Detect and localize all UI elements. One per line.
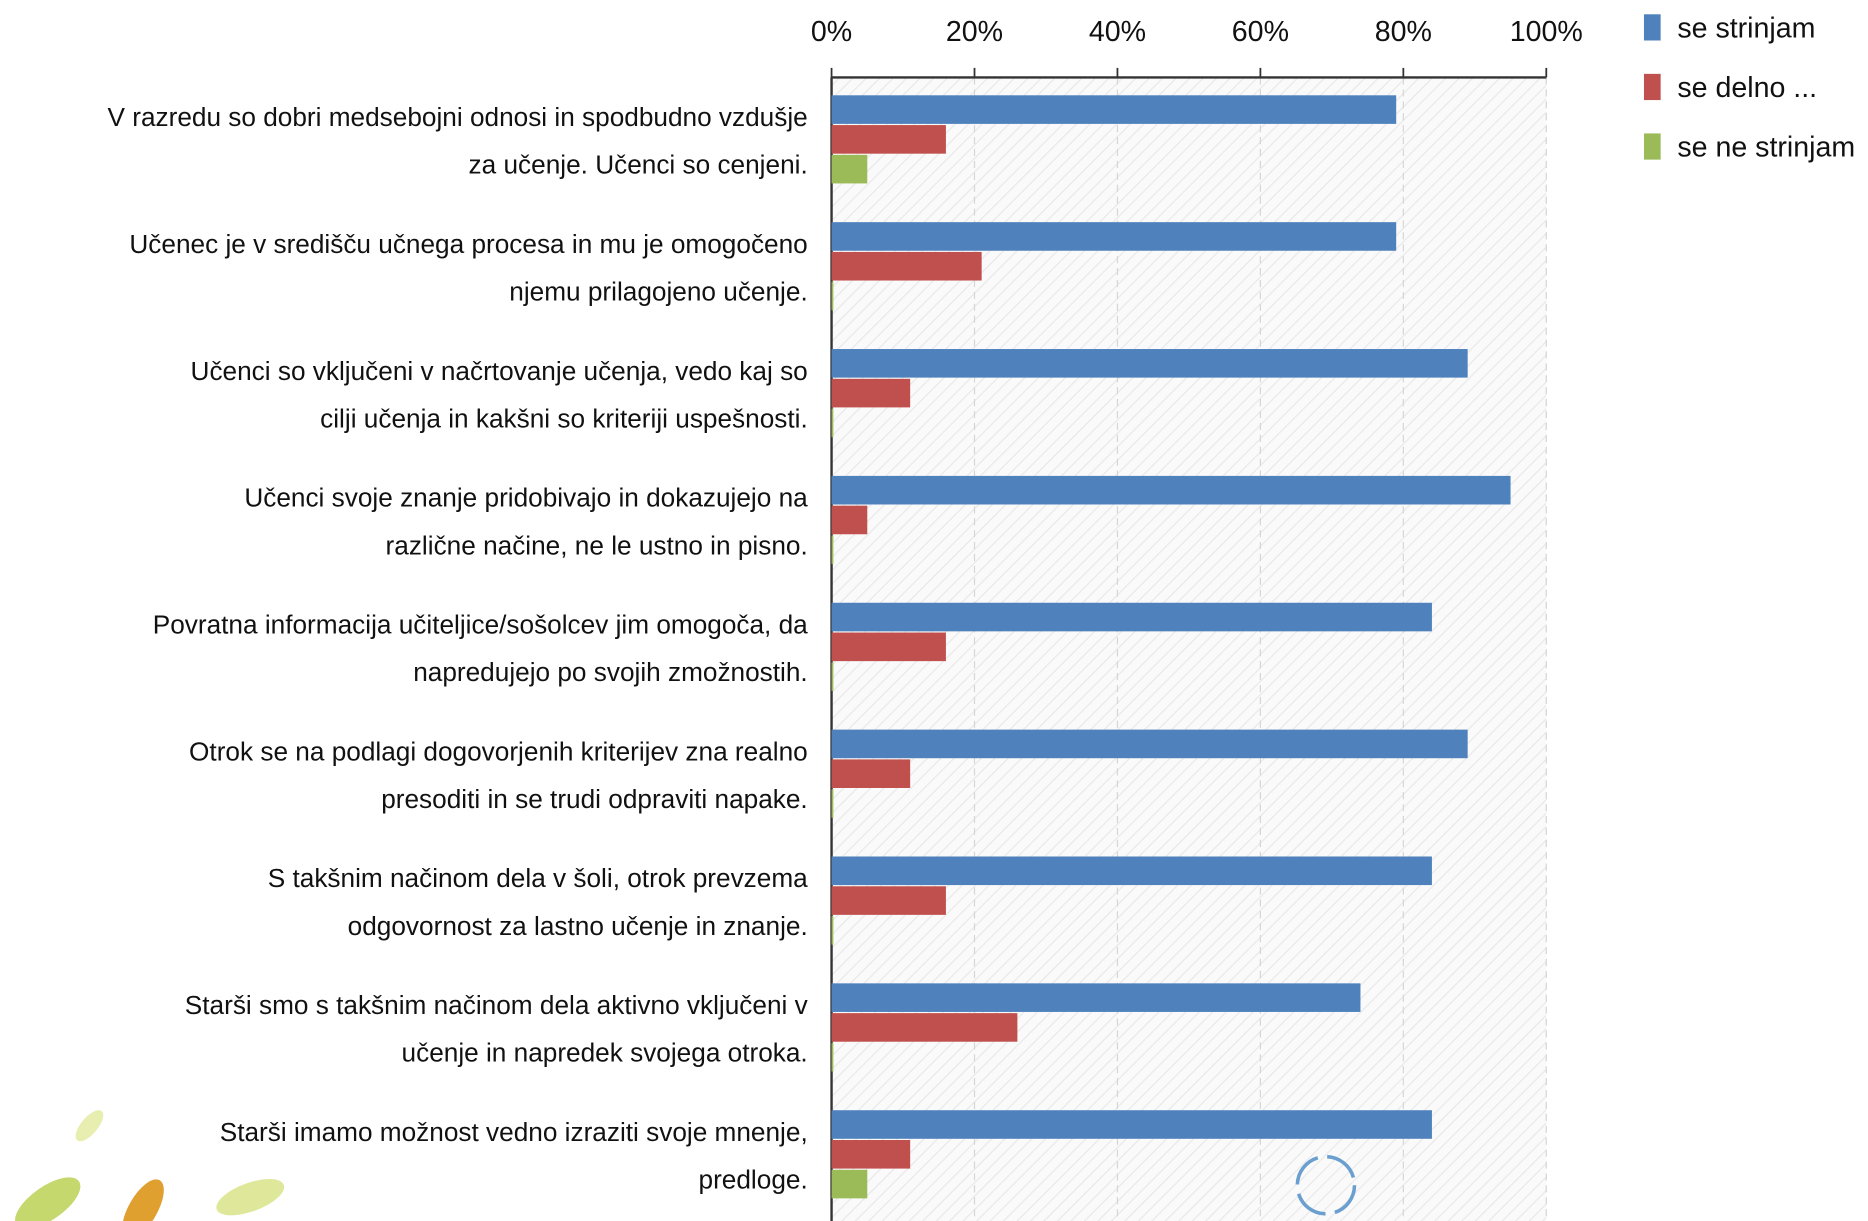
bar — [832, 730, 1468, 759]
legend-swatch — [1644, 74, 1661, 100]
bar — [832, 155, 868, 184]
bar — [832, 95, 1397, 124]
bar — [832, 476, 1511, 505]
bar — [832, 506, 868, 535]
y-tick-label: presoditi in se trudi odpraviti napake. — [381, 784, 808, 814]
y-tick-label: njemu prilagojeno učenje. — [509, 277, 807, 307]
y-tick-label: Starši smo s takšnim načinom dela aktivn… — [185, 990, 808, 1020]
bar — [832, 789, 834, 818]
legend-swatch — [1644, 14, 1661, 40]
legend-label: se delno ... — [1677, 72, 1817, 104]
x-tick-label: 80% — [1375, 16, 1432, 48]
bar — [832, 1043, 834, 1072]
legend-swatch — [1644, 133, 1661, 159]
y-tick-label: Povratna informacija učiteljice/sošolcev… — [153, 610, 808, 640]
bar — [832, 759, 911, 788]
bar — [832, 603, 1432, 632]
legend-label: se ne strinjam — [1677, 131, 1855, 163]
y-tick-label: za učenje. Učenci so cenjeni. — [469, 150, 808, 180]
bar — [832, 916, 834, 945]
bar — [832, 222, 1397, 251]
bar — [832, 856, 1432, 885]
bar — [832, 1110, 1432, 1139]
bar — [832, 1140, 911, 1169]
bar — [832, 125, 946, 154]
bar — [832, 1013, 1018, 1042]
y-tick-label: učenje in napredek svojega otroka. — [402, 1038, 808, 1068]
x-tick-label: 60% — [1232, 16, 1289, 48]
y-tick-label: S takšnim načinom dela v šoli, otrok pre… — [268, 863, 808, 893]
y-tick-label: Otrok se na podlagi dogovorjenih kriteri… — [189, 736, 808, 766]
bar — [832, 282, 834, 311]
bar — [832, 252, 982, 281]
y-tick-label: Učenec je v središču učnega procesa in m… — [129, 229, 807, 259]
y-tick-label: Starši imamo možnost vedno izraziti svoj… — [220, 1117, 808, 1147]
x-tick-label: 20% — [946, 16, 1003, 48]
bar — [832, 379, 911, 408]
x-tick-label: 0% — [811, 16, 852, 48]
bar — [832, 1170, 868, 1199]
x-tick-label: 100% — [1510, 16, 1583, 48]
bar — [832, 886, 946, 915]
y-tick-label: V razredu so dobri medsebojni odnosi in … — [107, 102, 807, 132]
bar — [832, 409, 834, 438]
chart: 0% 20% 40% 60% 80% 100% V razredu so dobri med… — [0, 0, 1868, 1221]
bar — [832, 633, 946, 662]
page: {"chart_data": {"type": "bar", "orientat… — [0, 0, 1868, 1221]
bar — [832, 662, 834, 691]
y-tick-label: predloge. — [699, 1165, 808, 1195]
legend-label: se strinjam — [1677, 12, 1815, 44]
y-tick-label: cilji učenja in kakšni so kriteriji uspe… — [320, 403, 808, 433]
y-tick-label: napredujejo po svojih zmožnostih. — [413, 657, 808, 687]
bar — [832, 535, 834, 564]
y-tick-label: odgovornost za lastno učenje in znanje. — [348, 911, 808, 941]
x-tick-label: 40% — [1089, 16, 1146, 48]
y-tick-label: različne načine, ne le ustno in pisno. — [386, 530, 808, 560]
bar — [832, 983, 1361, 1012]
y-tick-label: Učenci so vključeni v načrtovanje učenja… — [191, 356, 808, 386]
y-tick-label: Učenci svoje znanje pridobivajo in dokaz… — [244, 483, 808, 513]
bar — [832, 349, 1468, 378]
